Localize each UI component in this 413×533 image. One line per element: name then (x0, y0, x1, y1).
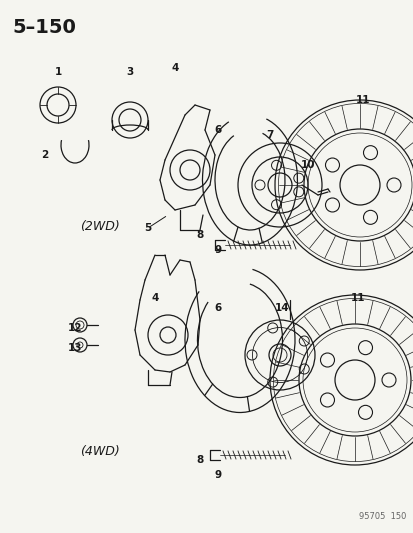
Text: (2WD): (2WD) (80, 220, 119, 233)
Text: 14: 14 (274, 303, 289, 313)
Text: 9: 9 (214, 470, 221, 480)
Text: 95705  150: 95705 150 (358, 512, 405, 521)
Text: 12: 12 (68, 323, 82, 333)
Text: 8: 8 (196, 230, 203, 240)
Text: 4: 4 (171, 63, 178, 73)
Text: 6: 6 (214, 303, 221, 313)
Text: 10: 10 (300, 160, 314, 170)
Text: 13: 13 (68, 343, 82, 353)
Text: 8: 8 (196, 455, 203, 465)
Text: 4: 4 (151, 293, 158, 303)
Text: 5–150: 5–150 (12, 18, 76, 37)
Text: 9: 9 (214, 245, 221, 255)
Text: 2: 2 (41, 150, 48, 160)
Text: 11: 11 (355, 95, 369, 105)
Text: 3: 3 (126, 67, 133, 77)
Text: 5: 5 (144, 223, 151, 233)
Text: 6: 6 (214, 125, 221, 135)
Text: (4WD): (4WD) (80, 445, 119, 458)
Text: 1: 1 (54, 67, 62, 77)
Text: 11: 11 (350, 293, 364, 303)
Text: 7: 7 (266, 130, 273, 140)
